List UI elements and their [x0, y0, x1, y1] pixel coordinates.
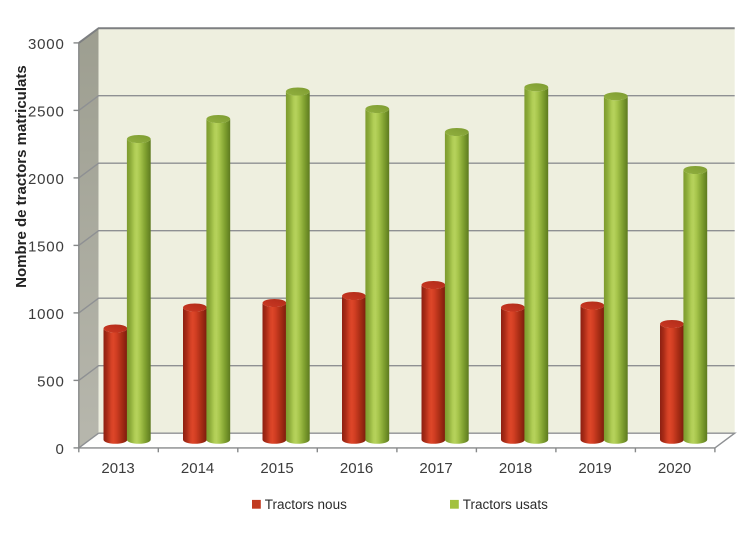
- svg-text:2020: 2020: [658, 460, 691, 477]
- svg-text:2015: 2015: [260, 460, 293, 477]
- svg-text:2016: 2016: [340, 460, 373, 477]
- svg-text:Nombre de tractors matriculats: Nombre de tractors matriculats: [13, 65, 30, 288]
- svg-text:2014: 2014: [181, 460, 214, 477]
- svg-text:Tractors usats: Tractors usats: [463, 497, 548, 512]
- svg-text:Tractors nous: Tractors nous: [265, 497, 347, 512]
- svg-text:2017: 2017: [419, 460, 452, 477]
- svg-text:2019: 2019: [578, 460, 611, 477]
- svg-text:1000: 1000: [28, 306, 65, 323]
- svg-text:2000: 2000: [28, 171, 65, 188]
- svg-text:2013: 2013: [101, 460, 134, 477]
- svg-text:0: 0: [55, 441, 64, 458]
- svg-text:2018: 2018: [499, 460, 532, 477]
- svg-text:2500: 2500: [28, 104, 65, 121]
- svg-text:500: 500: [37, 374, 64, 391]
- svg-text:1500: 1500: [28, 239, 65, 256]
- svg-text:3000: 3000: [28, 36, 65, 53]
